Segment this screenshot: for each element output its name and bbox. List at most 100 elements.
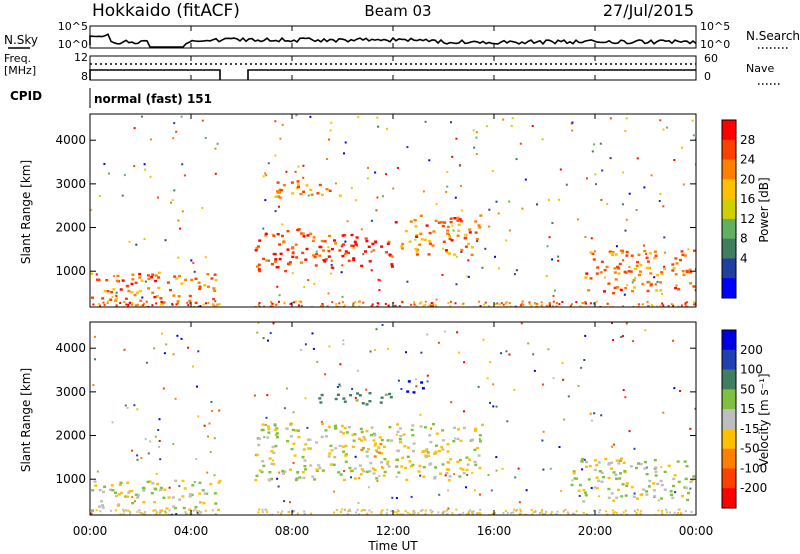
freq-tick-top: 12 xyxy=(74,51,88,64)
ground-scatter-cell xyxy=(502,511,505,514)
ground-scatter-cell xyxy=(139,511,142,514)
heatmap-cell xyxy=(279,252,283,255)
heatmap-cell xyxy=(593,468,597,472)
heatmap-cell xyxy=(352,258,356,261)
heatmap-cell xyxy=(415,234,419,237)
scatter-cell xyxy=(495,405,498,408)
scatter-cell xyxy=(517,467,520,470)
scatter-cell xyxy=(508,200,511,203)
ground-scatter-cell xyxy=(491,512,494,515)
heatmap-cell xyxy=(442,240,446,243)
heatmap-cell xyxy=(332,463,336,466)
heatmap-cell xyxy=(390,439,394,442)
ground-scatter-cell xyxy=(650,304,653,306)
heatmap-cell xyxy=(353,467,357,470)
heatmap-cell xyxy=(409,220,413,223)
ground-scatter-cell xyxy=(690,510,693,513)
scatter-cell xyxy=(673,387,676,390)
heatmap-cell xyxy=(448,234,452,238)
heatmap-cell xyxy=(642,488,646,491)
scatter-cell xyxy=(177,219,180,222)
heatmap-cell xyxy=(296,429,300,432)
heatmap-cell xyxy=(289,435,293,438)
heatmap-cell xyxy=(305,247,309,251)
heatmap-cell xyxy=(595,272,599,275)
scatter-cell xyxy=(124,404,127,407)
y-tick-label: 1000 xyxy=(55,264,86,278)
ground-scatter-cell xyxy=(510,512,513,514)
scatter-cell xyxy=(193,270,196,273)
scatter-cell xyxy=(463,410,465,413)
heatmap-cell xyxy=(198,285,202,288)
heatmap-cell xyxy=(173,275,177,278)
ground-scatter-cell xyxy=(385,512,388,515)
ground-scatter-cell xyxy=(380,513,383,515)
ground-scatter-cell xyxy=(358,513,360,515)
heatmap-cell xyxy=(262,257,266,261)
ground-scatter-cell xyxy=(581,302,584,304)
ground-scatter-cell xyxy=(102,301,105,304)
heatmap-cell xyxy=(154,274,158,277)
scatter-cell xyxy=(456,331,459,334)
heatmap-cell xyxy=(114,299,118,302)
heatmap-cell xyxy=(370,433,373,437)
ground-scatter-cell xyxy=(462,302,465,305)
scatter-cell xyxy=(600,199,603,201)
scatter-cell xyxy=(450,401,453,404)
ground-scatter-cell xyxy=(686,301,689,304)
scatter-cell xyxy=(577,384,580,387)
scatter-cell xyxy=(208,422,211,425)
heatmap-cell xyxy=(262,464,266,468)
heatmap-cell xyxy=(308,438,312,441)
ground-scatter-cell xyxy=(107,300,109,303)
date-title: 27/Jul/2015 xyxy=(603,1,694,20)
scatter-cell xyxy=(611,322,613,325)
scatter-cell xyxy=(376,196,379,199)
heatmap-cell xyxy=(139,299,143,302)
scatter-cell xyxy=(209,451,212,454)
scatter-cell xyxy=(487,473,490,476)
heatmap-cell xyxy=(98,505,101,508)
heatmap-cell xyxy=(422,475,426,478)
heatmap-cell xyxy=(643,467,647,470)
heatmap-cell xyxy=(101,504,104,507)
heatmap-cell xyxy=(365,455,369,458)
heatmap-cell xyxy=(91,296,94,299)
ground-scatter-cell xyxy=(539,512,541,514)
scatter-cell xyxy=(546,245,549,248)
heatmap-cell xyxy=(623,270,627,274)
heatmap-cell xyxy=(300,232,304,235)
heatmap-cell xyxy=(611,253,614,257)
scatter-cell xyxy=(494,255,496,258)
ground-scatter-cell xyxy=(360,509,363,512)
heatmap-cell xyxy=(653,467,657,470)
ground-scatter-cell xyxy=(509,305,512,307)
heatmap-cell xyxy=(433,452,437,455)
ground-scatter-cell xyxy=(128,302,131,305)
ground-scatter-cell xyxy=(214,513,217,515)
freq-unit-label: [MHz] xyxy=(4,64,36,77)
ground-scatter-cell xyxy=(694,302,696,305)
heatmap-cell xyxy=(369,462,373,465)
heatmap-cell xyxy=(647,485,651,488)
heatmap-cell xyxy=(256,245,260,248)
scatter-cell xyxy=(277,485,280,488)
ground-scatter-cell xyxy=(636,508,639,511)
heatmap-cell xyxy=(119,491,123,495)
scatter-cell xyxy=(94,335,96,338)
heatmap-cell xyxy=(692,285,696,288)
heatmap-cell xyxy=(126,495,130,498)
heatmap-cell xyxy=(588,464,592,468)
heatmap-cell xyxy=(318,466,322,470)
scatter-cell xyxy=(612,339,615,341)
heatmap-cell xyxy=(103,485,107,488)
heatmap-cell xyxy=(305,184,309,187)
scatter-cell xyxy=(135,243,138,246)
heatmap-cell xyxy=(365,403,369,406)
heatmap-cell xyxy=(273,252,277,256)
ground-scatter-cell xyxy=(184,512,187,515)
ground-scatter-cell xyxy=(155,513,158,515)
heatmap-cell xyxy=(255,474,259,477)
heatmap-cell xyxy=(471,438,474,441)
heatmap-cell xyxy=(424,449,428,452)
